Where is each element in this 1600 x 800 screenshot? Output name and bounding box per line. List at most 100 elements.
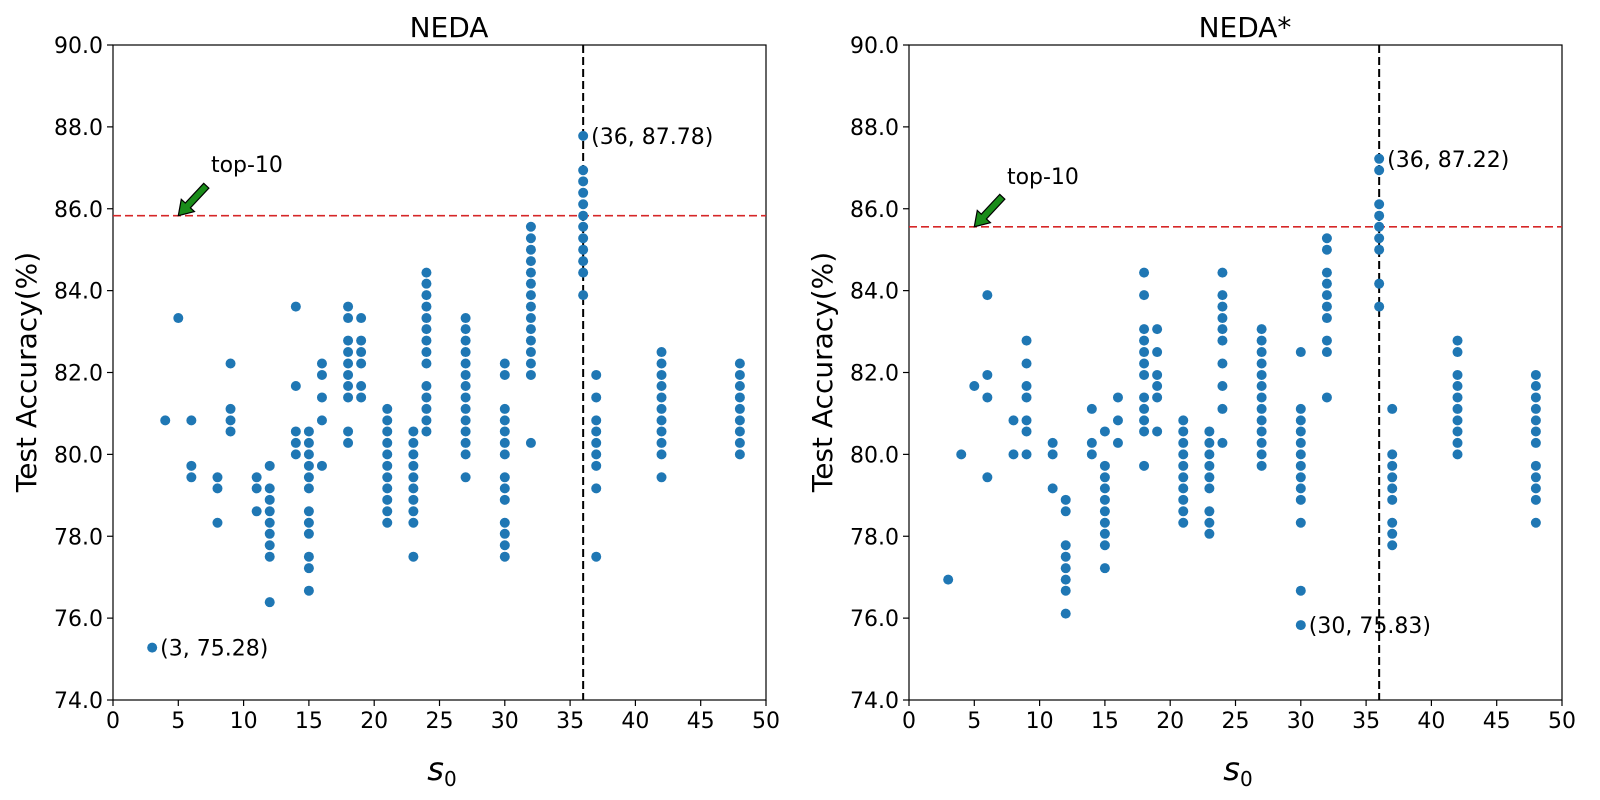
data-point: [290, 449, 301, 460]
data-point: [460, 335, 471, 346]
data-point: [356, 358, 367, 369]
data-point: [1217, 267, 1228, 278]
data-point: [591, 437, 602, 448]
data-point: [578, 165, 589, 176]
data-point: [1204, 517, 1215, 528]
data-point: [421, 358, 432, 369]
data-point: [734, 437, 745, 448]
data-point: [251, 472, 262, 483]
data-point: [316, 460, 327, 471]
data-point: [499, 437, 510, 448]
data-point: [343, 381, 354, 392]
y-tick-label: 80.0: [850, 443, 899, 468]
data-point: [525, 324, 536, 335]
data-point: [1387, 528, 1398, 539]
data-point: [225, 358, 236, 369]
data-point: [1112, 415, 1123, 426]
data-point: [1178, 483, 1189, 494]
data-point: [421, 278, 432, 289]
data-point: [343, 313, 354, 324]
data-point: [525, 335, 536, 346]
data-point: [421, 381, 432, 392]
data-point: [1295, 415, 1306, 426]
data-point: [1452, 449, 1463, 460]
data-point: [303, 449, 314, 460]
data-point: [1256, 324, 1267, 335]
data-point: [264, 517, 275, 528]
data-point: [382, 483, 393, 494]
data-point: [1178, 426, 1189, 437]
data-point: [1217, 437, 1228, 448]
data-point: [656, 358, 667, 369]
data-point: [1295, 437, 1306, 448]
data-point: [591, 392, 602, 403]
panel-title: NEDA: [410, 11, 489, 44]
data-point: [1452, 403, 1463, 414]
y-tick-label: 78.0: [54, 525, 103, 550]
data-point: [1530, 369, 1541, 380]
data-point: [734, 381, 745, 392]
data-point: [303, 528, 314, 539]
data-point: [382, 403, 393, 414]
data-point: [591, 460, 602, 471]
data-point: [421, 301, 432, 312]
data-point: [1256, 415, 1267, 426]
data-point: [1295, 620, 1306, 631]
annotation-label: top-10: [1007, 165, 1079, 190]
y-tick-label: 86.0: [850, 198, 899, 223]
data-point: [290, 426, 301, 437]
data-point: [421, 290, 432, 301]
data-point: [1204, 483, 1215, 494]
data-point: [460, 415, 471, 426]
data-point: [525, 278, 536, 289]
data-point: [1452, 369, 1463, 380]
x-tick-label: 35: [1352, 709, 1380, 734]
data-point: [1256, 347, 1267, 358]
data-point: [525, 221, 536, 232]
data-point: [460, 358, 471, 369]
data-point: [656, 347, 667, 358]
annotation-label: (36, 87.78): [591, 125, 713, 150]
data-point: [1060, 494, 1071, 505]
x-tick-label: 5: [967, 709, 981, 734]
data-point: [343, 369, 354, 380]
data-point: [460, 449, 471, 460]
data-point: [382, 415, 393, 426]
data-point: [460, 369, 471, 380]
data-point: [1374, 244, 1385, 255]
data-point: [408, 551, 419, 562]
data-point: [734, 449, 745, 460]
y-tick-label: 74.0: [850, 689, 899, 714]
x-tick-label: 10: [230, 709, 258, 734]
data-point: [1178, 449, 1189, 460]
data-point: [212, 517, 223, 528]
data-point: [1217, 301, 1228, 312]
data-point: [1256, 437, 1267, 448]
data-point: [1152, 381, 1163, 392]
data-point: [460, 403, 471, 414]
data-point: [1256, 403, 1267, 414]
data-point: [421, 335, 432, 346]
annotation-label: top-10: [211, 153, 283, 178]
x-tick-label: 25: [1222, 709, 1250, 734]
data-point: [499, 528, 510, 539]
data-point: [1387, 403, 1398, 414]
data-point: [1152, 426, 1163, 437]
data-point: [499, 415, 510, 426]
data-point: [969, 381, 980, 392]
plot-area: 0 5 10 15 20 25 30 35 40 45 50 74.0 76.0 78.0 80.0 82.0…: [54, 34, 780, 734]
y-axis-label: Test Accuracy(%): [10, 252, 43, 493]
data-point: [1387, 472, 1398, 483]
data-point: [656, 437, 667, 448]
data-point: [343, 301, 354, 312]
data-point: [1374, 233, 1385, 244]
data-point: [1256, 358, 1267, 369]
data-point: [982, 369, 993, 380]
data-point: [943, 574, 954, 585]
data-point: [421, 267, 432, 278]
arrow-icon: [973, 193, 1006, 228]
data-point: [1530, 494, 1541, 505]
data-point: [1139, 415, 1150, 426]
data-point: [1217, 290, 1228, 301]
data-point: [1021, 449, 1032, 460]
